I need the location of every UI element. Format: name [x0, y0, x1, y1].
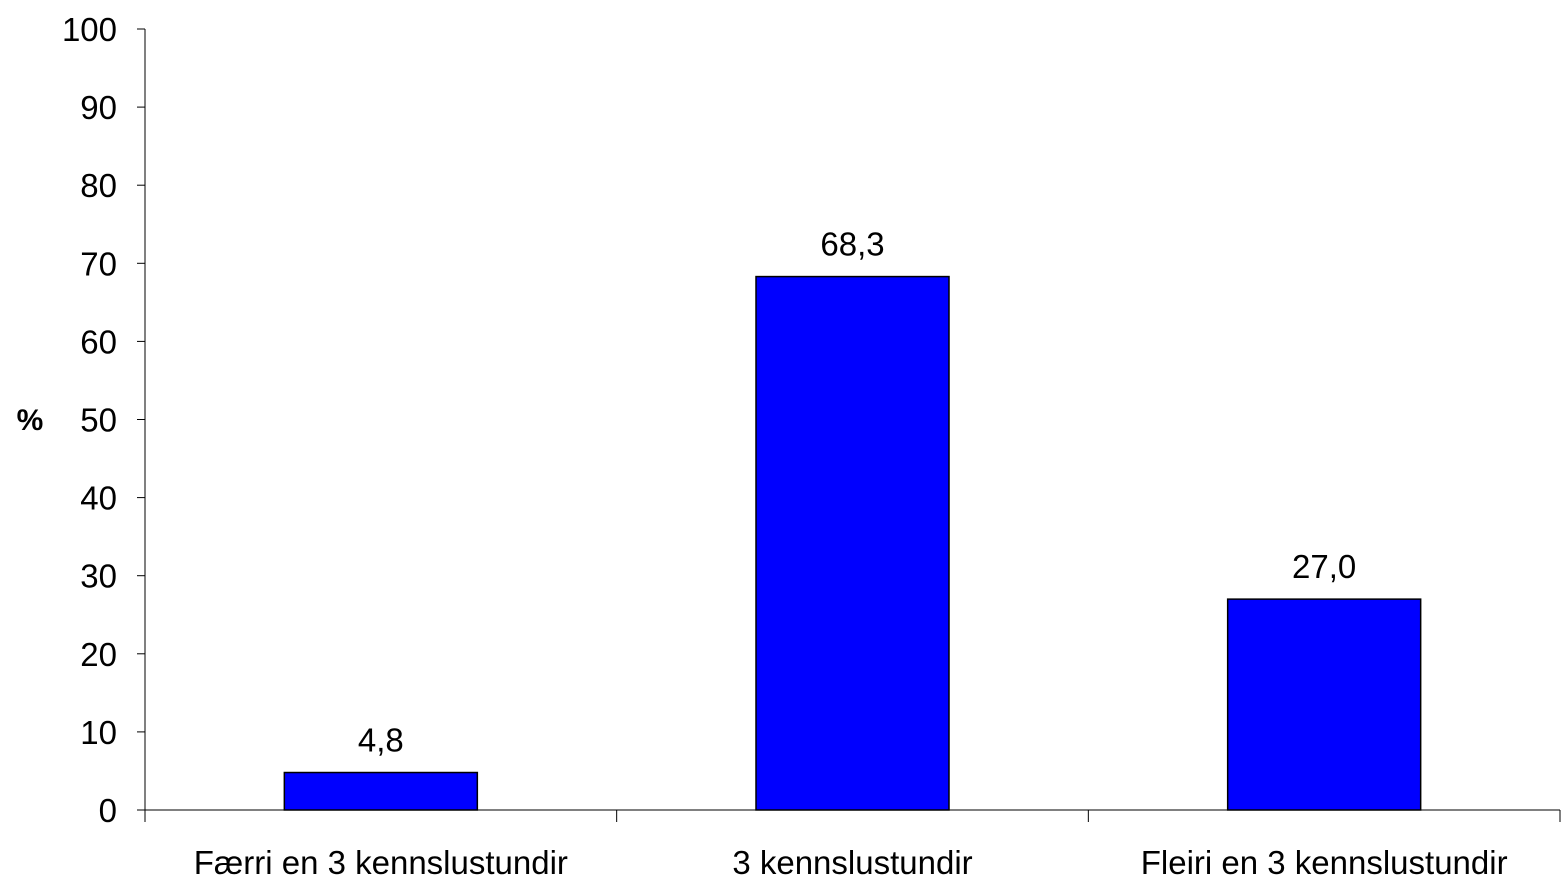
- y-tick-label: 60: [80, 323, 117, 360]
- y-tick-label: 10: [80, 714, 117, 751]
- x-axis-categories: Færri en 3 kennslustundir 3 kennslustundi…: [194, 844, 1508, 878]
- y-tick-label: 80: [80, 167, 117, 204]
- y-tick-label: 40: [80, 480, 117, 517]
- data-label: 68,3: [820, 226, 884, 263]
- y-tick-label: 50: [80, 402, 117, 439]
- y-tick-label: 30: [80, 558, 117, 595]
- y-axis-title: %: [17, 404, 44, 437]
- x-category-label: Fleiri en 3 kennslustundir: [1141, 844, 1508, 878]
- x-category-label: 3 kennslustundir: [732, 844, 972, 878]
- y-axis-ticks: 0 10 20 30 40 50 60 70 80 90 100: [62, 11, 145, 829]
- y-tick-label: 70: [80, 245, 117, 282]
- y-tick-label: 0: [99, 792, 117, 829]
- data-label: 4,8: [358, 722, 404, 759]
- y-tick-label: 100: [62, 11, 117, 48]
- bar: [755, 275, 950, 811]
- bar: [1226, 598, 1422, 811]
- bar: [283, 771, 479, 811]
- data-labels: 4,8 68,3 27,0: [358, 226, 1356, 759]
- y-tick-label: 90: [80, 89, 117, 126]
- y-tick-label: 20: [80, 636, 117, 673]
- data-label: 27,0: [1292, 548, 1356, 585]
- bars: [283, 275, 1422, 811]
- x-category-label: Færri en 3 kennslustundir: [194, 844, 568, 878]
